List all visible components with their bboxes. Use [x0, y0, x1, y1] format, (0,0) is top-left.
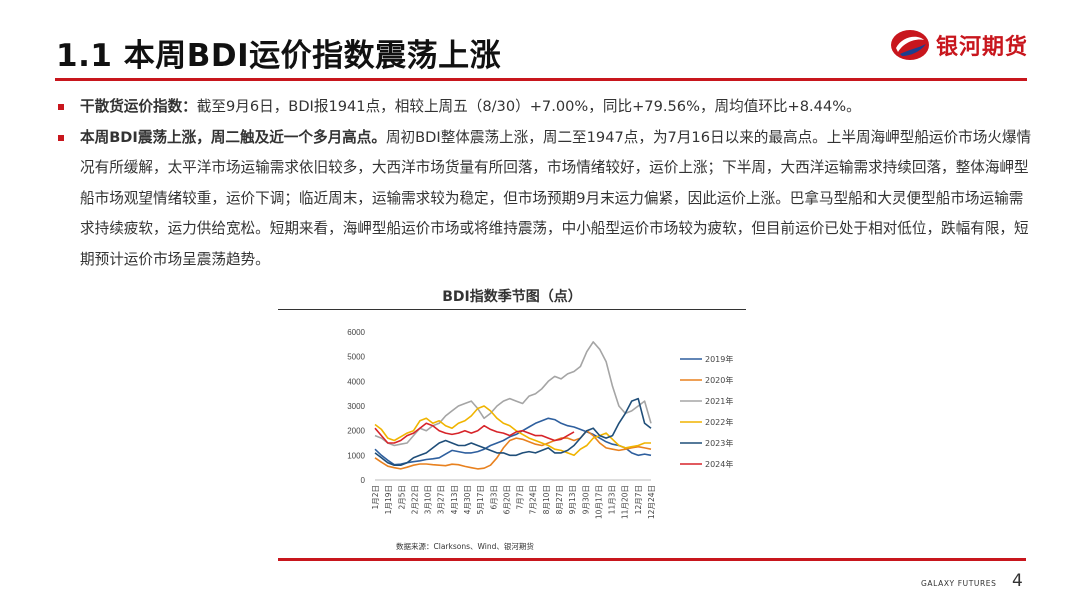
y-tick-label: 5000: [347, 353, 365, 362]
x-tick-label: 11月3日: [608, 485, 617, 514]
slide-title: 1.1 本周BDI运价指数震荡上涨: [56, 38, 502, 74]
series-line: [374, 429, 652, 470]
x-tick-label: 1月19日: [384, 485, 393, 514]
chart-source: 数据来源：Clarksons、Wind、银河期货: [396, 541, 534, 551]
y-tick-label: 6000: [347, 328, 365, 337]
legend-label: 2022年: [705, 417, 733, 427]
bullet-text: 干散货运价指数：截至9月6日，BDI报1941点，相较上周五（8/30）+7.0…: [80, 92, 861, 123]
x-tick-label: 10月17日: [594, 485, 603, 519]
page-number: 4: [1012, 571, 1023, 591]
y-tick-label: 3000: [347, 402, 365, 411]
series-line: [374, 341, 652, 447]
bullet-lead: 干散货运价指数：: [80, 98, 197, 115]
bdi-seasonal-chart: BDI指数季节图（点） 0 1000 2000 3000 4000 5000 6000 1月2…: [278, 282, 746, 558]
x-tick-label: 6月20日: [502, 485, 511, 514]
bullet-square-icon: [58, 134, 64, 141]
y-tick-label: 4000: [347, 377, 365, 386]
legend-label: 2020年: [705, 375, 733, 385]
x-tick-label: 9月30日: [581, 485, 590, 514]
bullet-item-index: 干散货运价指数：截至9月6日，BDI报1941点，相较上周五（8/30）+7.0…: [58, 92, 1033, 123]
legend-label: 2021年: [705, 396, 733, 406]
x-tick-label: 7月24日: [529, 485, 538, 514]
x-tick-label: 2月5日: [397, 485, 406, 510]
legend-label: 2023年: [705, 438, 733, 448]
x-tick-label: 11月20日: [621, 485, 630, 519]
bullet-item-analysis: 本周BDI震荡上涨，周二触及近一个多月高点。周初BDI整体震荡上涨，周二至194…: [58, 123, 1033, 276]
series-line: [374, 422, 575, 444]
y-tick-label: 1000: [347, 451, 365, 460]
x-tick-label: 5月17日: [476, 485, 485, 514]
series-line: [374, 397, 652, 466]
bullet-text: 本周BDI震荡上涨，周二触及近一个多月高点。周初BDI整体震荡上涨，周二至194…: [80, 123, 1033, 276]
x-tick-label: 4月13日: [450, 485, 459, 514]
footer-divider: [278, 558, 1026, 561]
x-tick-label: 6月3日: [489, 485, 498, 510]
bullet-body: 周初BDI整体震荡上涨，周二至1947点，为7月16日以来的最高点。上半周海岬型…: [80, 128, 1032, 268]
bullet-list: 干散货运价指数：截至9月6日，BDI报1941点，相较上周五（8/30）+7.0…: [58, 92, 1033, 275]
x-tick-label: 8月10日: [542, 485, 551, 514]
chart-title: BDI指数季节图（点）: [442, 289, 582, 305]
legend-label: 2019年: [705, 354, 733, 364]
y-tick-label: 2000: [347, 427, 365, 436]
x-tick-label: 12月24日: [647, 485, 656, 519]
x-tick-label: 1月2日: [371, 485, 380, 510]
brand-name: 银河期货: [935, 35, 1028, 60]
bullet-square-icon: [58, 104, 64, 110]
x-tick-label: 4月30日: [463, 485, 472, 514]
y-tick-label: 0: [361, 476, 366, 485]
chart-plot: 0 1000 2000 3000 4000 5000 6000 1月2日 1月19日 2月5日 2月…: [347, 328, 733, 551]
legend-label: 2024年: [705, 459, 733, 469]
brand-logo: 银河期货: [890, 28, 1028, 62]
series-line: [374, 417, 652, 466]
x-tick-label: 2月22日: [410, 485, 419, 514]
x-tick-label: 12月7日: [634, 485, 643, 514]
footer-brand: GALAXY FUTURES: [921, 579, 997, 588]
x-tick-label: 9月13日: [568, 485, 577, 514]
title-divider: [55, 78, 1027, 81]
x-tick-label: 3月27日: [437, 485, 446, 514]
x-tick-label: 8月27日: [555, 485, 564, 514]
x-tick-label: 7月7日: [516, 485, 525, 510]
x-tick-label: 3月10日: [424, 485, 433, 514]
galaxy-logo-icon: [890, 30, 929, 60]
chart-title-divider: [278, 309, 746, 310]
bullet-lead: 本周BDI震荡上涨，周二触及近一个多月高点。: [80, 128, 386, 146]
bullet-body: 截至9月6日，BDI报1941点，相较上周五（8/30）+7.00%，同比+79…: [196, 98, 861, 115]
series-line: [374, 405, 651, 457]
